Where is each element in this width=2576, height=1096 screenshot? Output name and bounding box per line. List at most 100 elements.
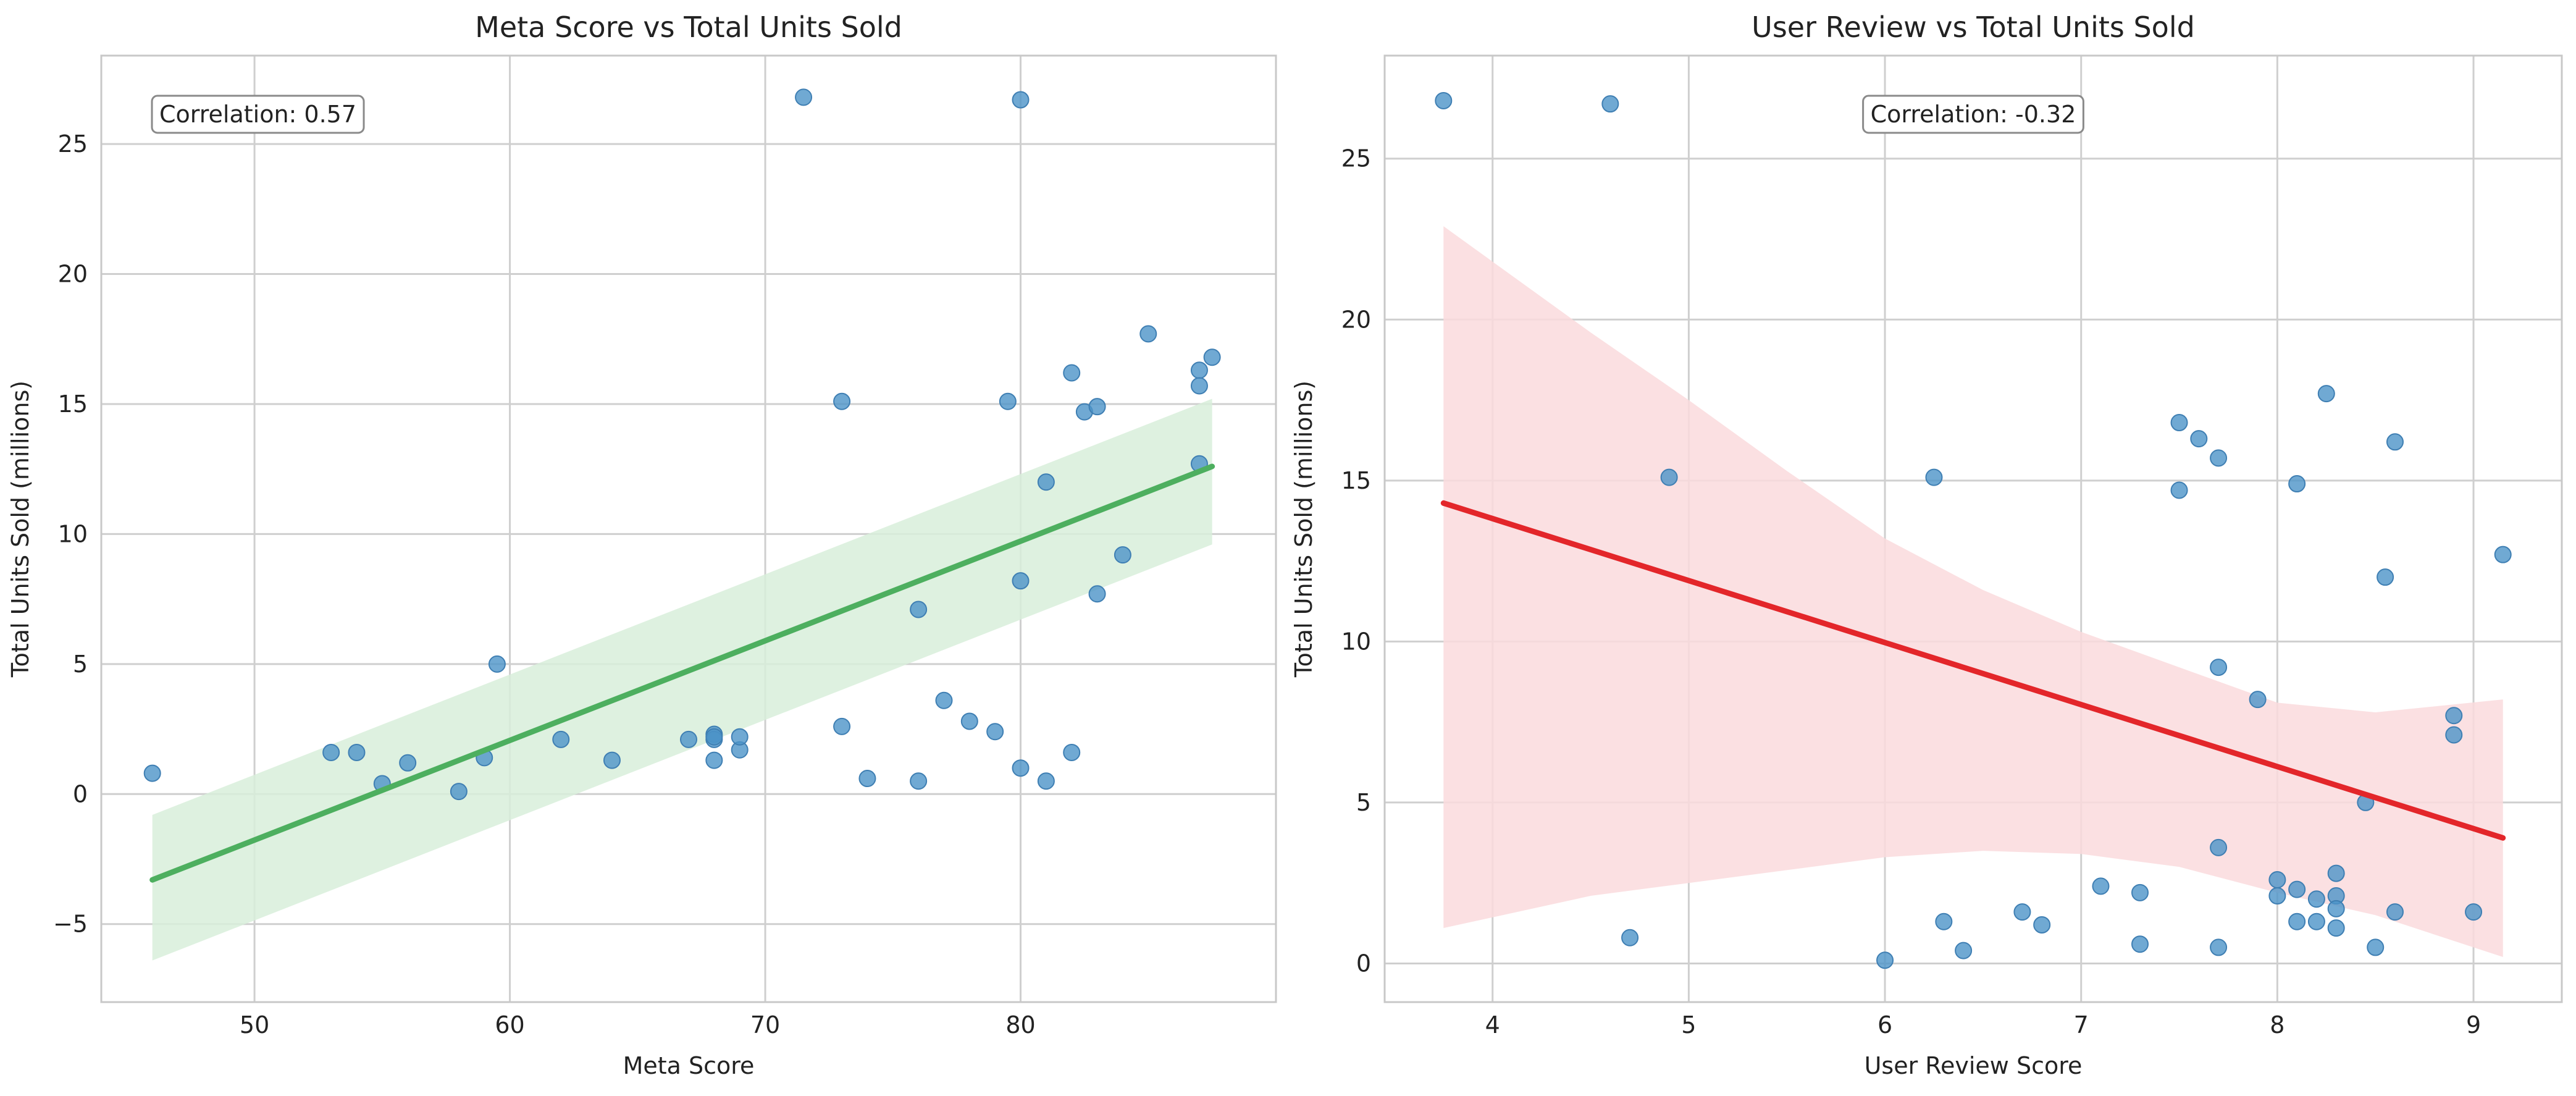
y-tick-label: 20 [58, 261, 88, 288]
data-point [1621, 929, 1639, 946]
data-point [2210, 449, 2228, 467]
data-point [2268, 887, 2286, 905]
x-axis-label: Meta Score [623, 1052, 755, 1079]
confidence-band [152, 398, 1212, 961]
data-point [2445, 726, 2463, 744]
x-tick-label: 6 [1877, 1011, 1892, 1039]
data-point [680, 730, 697, 748]
y-tick-label: 20 [1341, 306, 1371, 333]
user-review-chart: 4 5 6 7 8 9 0 5 10 15 20 25 User Review vs Total Uni… [1290, 11, 2563, 1079]
data-point [1012, 759, 1030, 777]
data-point [1660, 468, 1678, 486]
data-point [2268, 870, 2286, 888]
data-point [1088, 585, 1106, 603]
y-tick-label: 25 [58, 130, 88, 158]
y-tick-label: 0 [73, 780, 88, 807]
x-tick-label: 7 [2074, 1011, 2089, 1039]
chart-title: Meta Score vs Total Units Sold [475, 11, 902, 44]
regression-line [149, 463, 1215, 883]
data-point [2210, 938, 2228, 956]
data-point [1876, 951, 1894, 969]
data-point [2170, 414, 2188, 432]
plot-frame [1383, 54, 2563, 1003]
data-point [2131, 935, 2149, 953]
data-point [999, 392, 1017, 410]
data-point [2288, 475, 2306, 493]
annotation-box [1862, 95, 2084, 134]
data-point [833, 392, 851, 410]
data-point [2013, 903, 2031, 921]
data-point [450, 783, 468, 801]
data-point [1063, 364, 1081, 382]
correlation-annotation: Correlation: -0.32 [1871, 101, 2076, 128]
data-point [2092, 877, 2110, 895]
y-tick-label: 15 [1341, 467, 1371, 494]
y-tick-label: 5 [73, 651, 88, 678]
data-point [2210, 659, 2228, 677]
data-point [2445, 707, 2463, 725]
data-point [1925, 468, 1943, 486]
data-point [143, 764, 161, 782]
data-point [2494, 546, 2512, 563]
data-point [1139, 325, 1157, 343]
data-point [399, 754, 417, 772]
data-point [2249, 691, 2267, 709]
data-point [2170, 481, 2188, 499]
data-point [731, 728, 749, 746]
data-point [910, 601, 928, 618]
data-point [1063, 743, 1081, 761]
data-point [1435, 91, 1453, 109]
data-point [2377, 568, 2394, 586]
x-tick-label: 9 [2466, 1011, 2481, 1039]
x-tick-label: 4 [1485, 1011, 1500, 1039]
data-point [2317, 385, 2335, 403]
data-point [935, 691, 953, 709]
confidence-band [1443, 226, 2503, 958]
data-point [2033, 916, 2051, 934]
data-point [603, 751, 621, 769]
data-point [2367, 938, 2385, 956]
data-point [986, 723, 1004, 741]
data-point [488, 655, 506, 673]
data-point [705, 728, 723, 746]
data-point [1190, 377, 1208, 395]
data-point [348, 743, 366, 761]
y-tick-label: −5 [53, 911, 88, 938]
data-point [2465, 903, 2483, 921]
data-point [2307, 913, 2325, 930]
y-tick-label: 5 [1356, 789, 1371, 816]
x-tick-label: 70 [750, 1011, 780, 1039]
data-point [1203, 348, 1221, 366]
x-tick-label: 50 [240, 1011, 269, 1039]
y-tick-label: 10 [1341, 628, 1371, 655]
x-tick-label: 8 [2270, 1011, 2284, 1039]
data-point [2307, 890, 2325, 908]
meta-score-chart: 50 60 70 80 −5 0 5 10 15 20 25 Meta Score vs Total … [7, 11, 1277, 1079]
data-point [322, 743, 340, 761]
data-point [1114, 546, 1131, 564]
data-point [2327, 919, 2345, 937]
data-point [1601, 95, 1619, 113]
x-tick-label: 80 [1005, 1011, 1035, 1039]
data-point [960, 712, 978, 730]
y-tick-label: 25 [1341, 145, 1371, 172]
data-point [2190, 430, 2208, 448]
y-axis-label: Total Units Sold (millions) [1290, 381, 1317, 678]
y-tick-label: 15 [58, 390, 88, 418]
correlation-annotation: Correlation: 0.57 [159, 101, 356, 128]
data-point [2210, 838, 2228, 856]
data-point [2327, 900, 2345, 917]
data-point [833, 717, 851, 735]
y-tick-label: 10 [58, 520, 88, 547]
data-point [910, 772, 928, 790]
data-point [1037, 772, 1055, 790]
data-point [1190, 361, 1208, 379]
data-point [2288, 880, 2306, 898]
chart-title: User Review vs Total Units Sold [1752, 11, 2195, 44]
data-point [1955, 942, 1973, 959]
data-point [552, 730, 570, 748]
annotation-box [151, 95, 365, 134]
plot-frame [100, 54, 1277, 1003]
data-point [1935, 913, 1953, 930]
